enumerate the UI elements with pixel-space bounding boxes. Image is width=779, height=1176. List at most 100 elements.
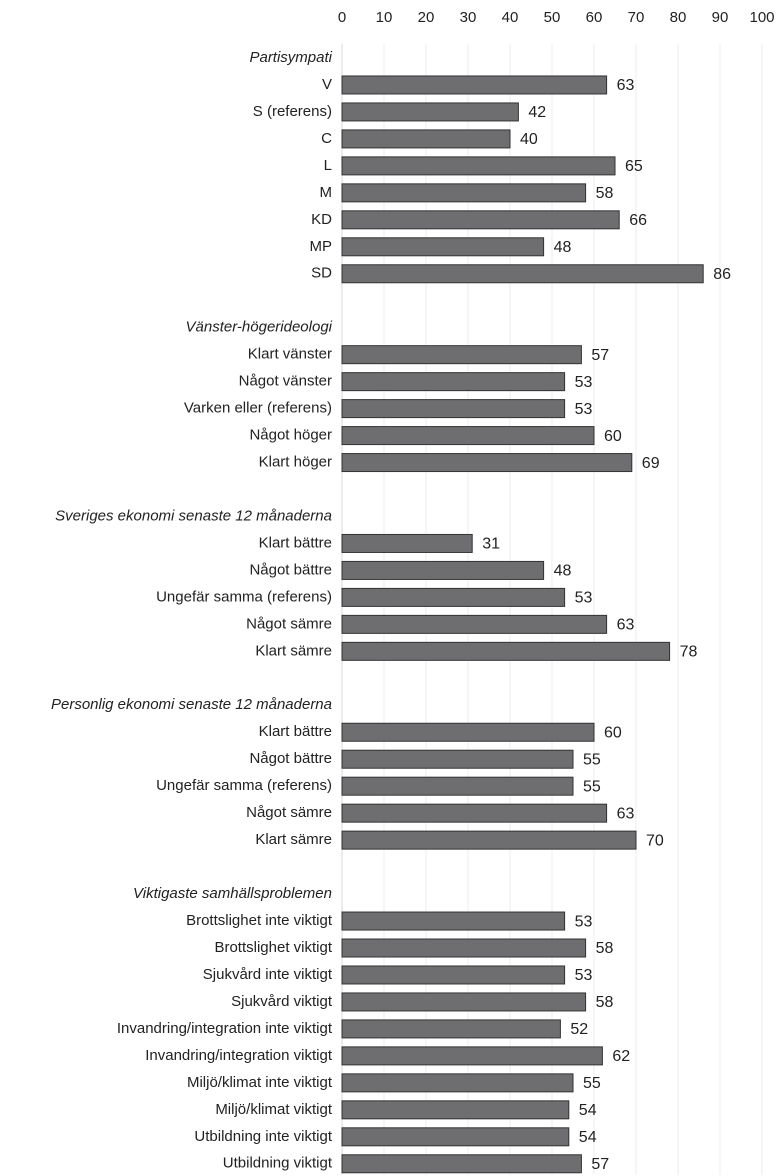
- value-label: 57: [591, 347, 609, 364]
- category-label: Utbildning inte viktigt: [194, 1128, 332, 1145]
- category-label: Ungefär samma (referens): [156, 588, 332, 605]
- category-label: Något vänster: [239, 373, 332, 390]
- value-label: 31: [482, 536, 500, 553]
- bar: [341, 911, 566, 931]
- category-label: Invandring/integration inte viktigt: [117, 1020, 333, 1037]
- value-label: 65: [625, 158, 643, 175]
- value-label: 53: [575, 913, 593, 930]
- bar: [341, 453, 633, 473]
- category-label: Miljö/klimat inte viktigt: [187, 1074, 333, 1091]
- value-label: 48: [554, 239, 572, 256]
- value-label: 69: [642, 455, 660, 472]
- value-label: 53: [575, 374, 593, 391]
- category-label: Utbildning viktigt: [223, 1155, 333, 1172]
- value-label: 63: [617, 77, 635, 94]
- bar: [341, 1046, 603, 1066]
- value-label: 78: [680, 644, 698, 661]
- x-tick-label: 50: [544, 9, 561, 26]
- value-label: 54: [579, 1102, 597, 1119]
- value-label: 58: [596, 940, 614, 957]
- value-label: 42: [528, 104, 546, 121]
- value-label: 63: [617, 805, 635, 822]
- category-label: Något höger: [249, 427, 332, 444]
- bar: [341, 587, 566, 607]
- value-label: 52: [570, 1021, 588, 1038]
- bar: [341, 722, 595, 742]
- bar: [341, 156, 616, 176]
- bar: [341, 183, 587, 203]
- category-label: Klart bättre: [259, 723, 332, 740]
- category-label: Klart sämre: [255, 831, 332, 848]
- value-label: 86: [713, 266, 731, 283]
- category-label: V: [322, 76, 332, 93]
- value-label: 48: [554, 563, 572, 580]
- x-tick-label: 80: [670, 9, 687, 26]
- category-label: Varken eller (referens): [184, 400, 332, 417]
- x-tick-label: 100: [749, 9, 774, 26]
- group-title: Personlig ekonomi senaste 12 månaderna: [51, 696, 332, 713]
- value-label: 62: [612, 1048, 630, 1065]
- category-label: Brottslighet viktigt: [214, 939, 332, 956]
- bar: [341, 965, 566, 985]
- category-label: Sjukvård inte viktigt: [203, 966, 333, 983]
- group-title: Vänster-högerideologi: [186, 319, 333, 336]
- value-label: 60: [604, 428, 622, 445]
- bar: [341, 129, 511, 149]
- bar: [341, 533, 473, 553]
- value-label: 53: [575, 401, 593, 418]
- value-label: 70: [646, 832, 664, 849]
- bar: [341, 372, 566, 392]
- category-label: C: [321, 130, 332, 147]
- category-label: KD: [311, 211, 332, 228]
- bar: [341, 776, 574, 796]
- bar: [341, 1100, 570, 1120]
- bar: [341, 399, 566, 419]
- x-tick-label: 60: [586, 9, 603, 26]
- value-label: 53: [575, 590, 593, 607]
- category-label: Något sämre: [246, 615, 332, 632]
- category-label: Något bättre: [249, 750, 332, 767]
- category-label: Brottslighet inte viktigt: [186, 912, 333, 929]
- category-label: Klart sämre: [255, 642, 332, 659]
- bar: [341, 749, 574, 769]
- category-label: Sjukvård viktigt: [231, 993, 333, 1010]
- category-label: Klart höger: [259, 454, 332, 471]
- value-label: 55: [583, 1075, 601, 1092]
- group-title: Partisympati: [249, 49, 332, 66]
- bar: [341, 1127, 570, 1147]
- bar: [341, 560, 545, 580]
- category-label: MP: [310, 238, 333, 255]
- bar: [341, 830, 637, 850]
- x-tick-label: 40: [502, 9, 519, 26]
- category-label: L: [324, 157, 332, 174]
- category-label: Något sämre: [246, 804, 332, 821]
- bar: [341, 426, 595, 446]
- bar: [341, 803, 608, 823]
- value-label: 63: [617, 617, 635, 634]
- bar: [341, 1073, 574, 1093]
- bar: [341, 1019, 561, 1039]
- x-tick-label: 30: [460, 9, 477, 26]
- value-label: 55: [583, 751, 601, 768]
- bar: [341, 237, 545, 257]
- bar: [341, 938, 587, 958]
- category-label: S (referens): [253, 103, 332, 120]
- bar: [341, 75, 608, 95]
- group-title: Sveriges ekonomi senaste 12 månaderna: [55, 507, 332, 524]
- bar: [341, 614, 608, 634]
- x-tick-label: 90: [712, 9, 729, 26]
- value-label: 57: [591, 1156, 609, 1173]
- x-tick-label: 20: [418, 9, 435, 26]
- x-tick-label: 10: [376, 9, 393, 26]
- category-label: Klart vänster: [248, 346, 332, 363]
- value-label: 53: [575, 967, 593, 984]
- bar: [341, 345, 582, 365]
- value-label: 55: [583, 778, 601, 795]
- value-label: 58: [596, 185, 614, 202]
- value-label: 54: [579, 1129, 597, 1146]
- bar: [341, 992, 587, 1012]
- bar: [341, 264, 704, 284]
- category-label: Miljö/klimat viktigt: [215, 1101, 333, 1118]
- bar: [341, 1154, 582, 1174]
